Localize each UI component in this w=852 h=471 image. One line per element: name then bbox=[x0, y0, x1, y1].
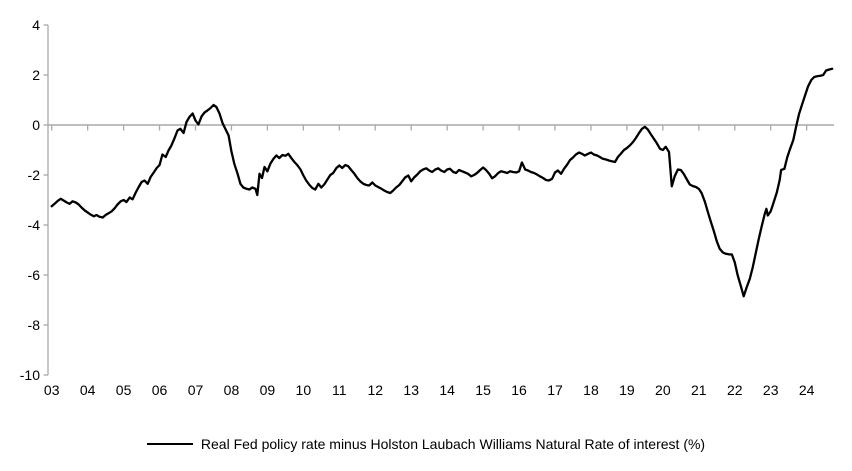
x-axis-tick-label: 15 bbox=[475, 382, 491, 398]
y-axis-tick-label: -10 bbox=[20, 367, 40, 383]
x-axis-tick-label: 03 bbox=[44, 382, 60, 398]
x-axis-tick-label: 11 bbox=[332, 382, 347, 398]
x-axis-tick-label: 13 bbox=[403, 382, 419, 398]
y-axis: 4 2 0 -2 -4 -6 -8 -10 bbox=[20, 17, 49, 383]
x-axis-tick-label: 09 bbox=[260, 382, 276, 398]
series-line bbox=[50, 67, 834, 298]
y-axis-tick-label: 4 bbox=[32, 17, 40, 33]
y-axis-tick-label: 0 bbox=[32, 117, 40, 133]
x-axis-tick-label: 06 bbox=[152, 382, 168, 398]
x-axis-tick-label: 19 bbox=[619, 382, 635, 398]
x-axis-tick-label: 05 bbox=[116, 382, 132, 398]
x-axis-tick-label: 21 bbox=[691, 382, 707, 398]
x-axis-tick-label: 08 bbox=[224, 382, 240, 398]
y-axis-tick-label: 2 bbox=[32, 67, 40, 83]
x-axis-tick-label: 24 bbox=[799, 382, 815, 398]
x-axis-tick-label: 18 bbox=[583, 382, 599, 398]
x-axis-tick-label: 14 bbox=[439, 382, 455, 398]
y-axis-tick-label: -8 bbox=[28, 317, 41, 333]
x-axis-tick-label: 10 bbox=[296, 382, 312, 398]
x-axis-tick-label: 16 bbox=[511, 382, 527, 398]
x-axis-tick-label: 20 bbox=[655, 382, 671, 398]
legend-line-sample bbox=[146, 443, 193, 445]
x-axis-tick-label: 23 bbox=[763, 382, 779, 398]
y-axis-tick-label: -2 bbox=[28, 167, 41, 183]
x-axis-tick-label: 12 bbox=[367, 382, 383, 398]
legend-label: Real Fed policy rate minus Holston Lauba… bbox=[200, 436, 706, 452]
y-axis-tick-label: -4 bbox=[28, 217, 41, 233]
x-axis-tick-label: 17 bbox=[547, 382, 563, 398]
y-axis-tick-label: -6 bbox=[28, 267, 41, 283]
x-axis-tick-label: 04 bbox=[80, 382, 96, 398]
x-axis-tick-label: 22 bbox=[727, 382, 743, 398]
x-axis-tick-label: 07 bbox=[188, 382, 204, 398]
legend: Real Fed policy rate minus Holston Lauba… bbox=[0, 436, 852, 452]
x-axis: 03 04 05 06 07 08 09 10 11 12 13 14 15 16 17 18 19 20 21 22… bbox=[44, 124, 834, 398]
